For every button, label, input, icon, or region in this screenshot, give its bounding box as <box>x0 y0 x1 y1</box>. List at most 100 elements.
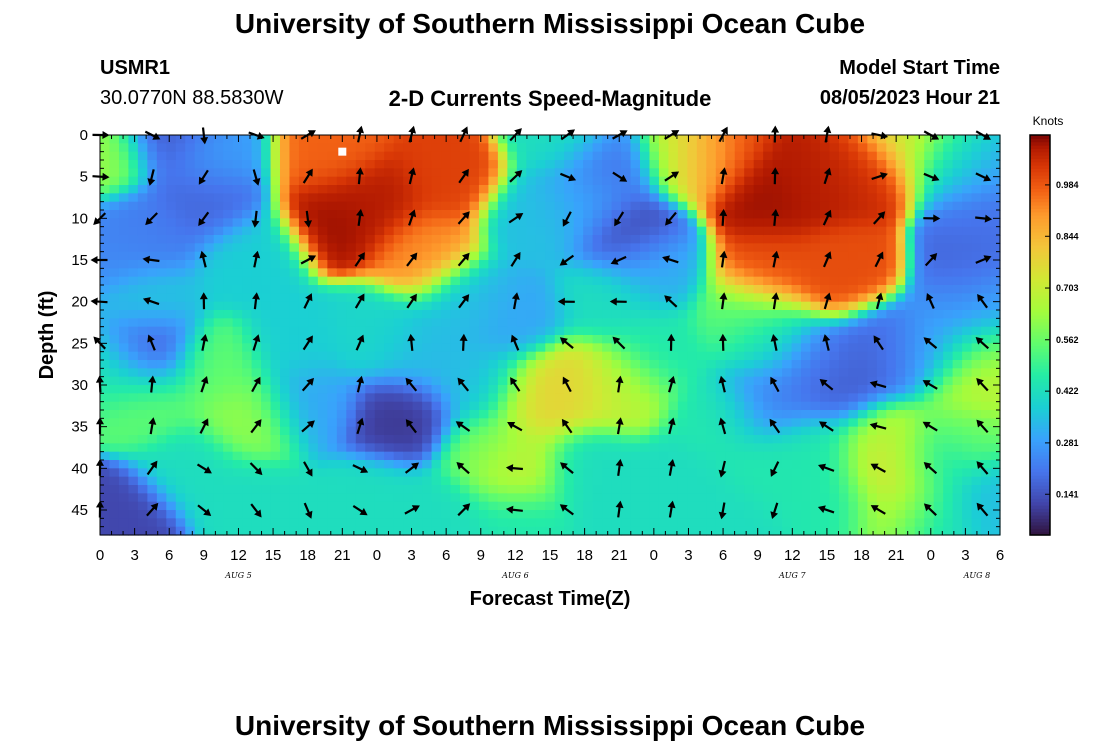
heatmap-cell <box>251 301 262 311</box>
heatmap-cell <box>365 485 376 494</box>
heatmap-cell <box>280 435 291 444</box>
heatmap-cell <box>156 401 167 411</box>
heatmap-cell <box>886 335 897 344</box>
heatmap-cell <box>772 368 783 378</box>
heatmap-cell <box>128 235 139 244</box>
heatmap-cell <box>715 176 726 186</box>
heatmap-cell <box>611 326 622 336</box>
heatmap-cell <box>933 260 944 269</box>
vector-head <box>922 421 931 429</box>
heatmap-cell <box>213 485 224 494</box>
heatmap-cell <box>280 143 291 153</box>
heatmap-cell <box>308 476 319 486</box>
heatmap-cell <box>876 476 887 486</box>
heatmap-cell <box>374 401 385 411</box>
heatmap-cell <box>384 201 395 211</box>
heatmap-cell <box>782 460 793 469</box>
heatmap-cell <box>526 451 537 461</box>
heatmap-cell <box>545 451 556 461</box>
heatmap-cell <box>649 351 660 361</box>
heatmap-cell <box>820 285 831 294</box>
heatmap-cell <box>876 351 887 361</box>
vector-head <box>355 167 364 175</box>
heatmap-cell <box>876 335 887 344</box>
heatmap-cell <box>952 418 963 428</box>
heatmap-cell <box>592 385 603 394</box>
heatmap-cell <box>223 418 234 428</box>
heatmap-cell <box>100 226 111 236</box>
heatmap-cell <box>422 418 433 428</box>
heatmap-cell <box>374 335 385 344</box>
heatmap-cell <box>734 135 745 144</box>
heatmap-cell <box>185 318 196 328</box>
heatmap-cell <box>251 343 262 353</box>
heatmap-cell <box>621 268 632 278</box>
heatmap-cell <box>772 268 783 278</box>
heatmap-cell <box>640 218 651 228</box>
heatmap-cell <box>317 268 328 278</box>
heatmap-cell <box>441 368 452 378</box>
heatmap-cell <box>829 218 840 228</box>
heatmap-cell <box>933 468 944 478</box>
heatmap-cell <box>668 351 679 361</box>
heatmap-cell <box>943 526 954 536</box>
heatmap-cell <box>848 485 859 494</box>
heatmap-cell <box>725 518 736 528</box>
heatmap-cell <box>791 376 802 386</box>
heatmap-cell <box>564 526 575 536</box>
heatmap-cell <box>668 218 679 228</box>
heatmap-cell <box>507 351 518 361</box>
heatmap-cell <box>251 518 262 528</box>
heatmap-cell <box>118 501 130 511</box>
heatmap-cell <box>895 201 906 211</box>
heatmap-cell <box>194 485 205 494</box>
heatmap-cell <box>602 426 613 436</box>
heatmap-cell <box>308 160 319 169</box>
heatmap-cell <box>952 143 963 153</box>
heatmap-cell <box>308 451 319 461</box>
heatmap-cell <box>848 210 859 219</box>
heatmap-cell <box>374 460 385 469</box>
heatmap-cell <box>175 376 186 386</box>
heatmap-cell <box>194 393 205 403</box>
heatmap-cell <box>687 326 698 336</box>
heatmap-cell <box>516 501 527 511</box>
heatmap-cell <box>232 301 243 311</box>
heatmap-cell <box>374 476 385 486</box>
heatmap-cell <box>886 251 897 261</box>
heatmap-cell <box>782 526 793 536</box>
heatmap-cell <box>981 235 992 244</box>
heatmap-cell <box>308 501 319 511</box>
heatmap-cell <box>317 193 328 203</box>
heatmap-cell <box>336 235 347 244</box>
heatmap-cell <box>905 210 916 219</box>
vector-head <box>305 293 313 302</box>
heatmap-cell <box>261 476 272 486</box>
heatmap-cell <box>763 393 774 403</box>
heatmap-cell <box>838 351 850 361</box>
heatmap-cell <box>573 385 584 394</box>
heatmap-cell <box>914 451 925 461</box>
heatmap-cell <box>100 260 111 269</box>
heatmap-cell <box>981 410 992 419</box>
heatmap-cell <box>583 151 594 161</box>
heatmap-cell <box>810 435 821 444</box>
heatmap-cell <box>346 501 357 511</box>
heatmap-cell <box>734 493 745 503</box>
heatmap-cell <box>554 451 565 461</box>
heatmap-cell <box>355 185 366 194</box>
heatmap-cell <box>554 260 565 269</box>
heatmap-cell <box>384 393 395 403</box>
heatmap-cell <box>981 335 992 344</box>
heatmap-cell <box>677 426 688 436</box>
heatmap-cell <box>658 501 670 511</box>
heatmap-cell <box>668 260 679 269</box>
heatmap-cell <box>744 218 755 228</box>
heatmap-cell <box>175 193 186 203</box>
heatmap-cell <box>933 510 944 519</box>
heatmap-cell <box>460 476 471 486</box>
heatmap-cell <box>374 485 385 494</box>
heatmap-cell <box>137 393 148 403</box>
heatmap-cell <box>109 301 120 311</box>
heatmap-cell <box>194 451 205 461</box>
